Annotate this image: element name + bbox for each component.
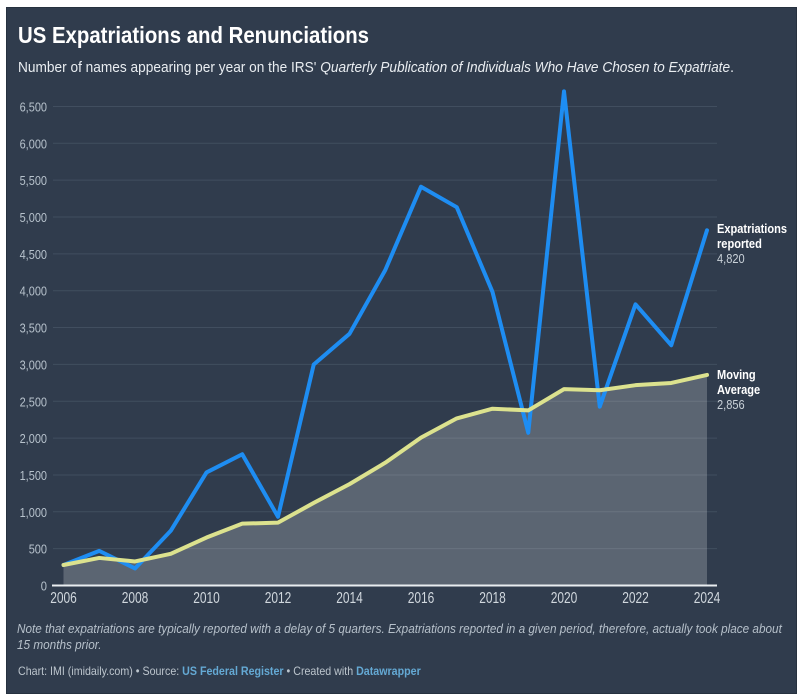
svg-text:2,500: 2,500 bbox=[20, 395, 47, 409]
svg-text:2014: 2014 bbox=[336, 590, 363, 607]
svg-text:3,500: 3,500 bbox=[20, 322, 47, 336]
svg-text:2022: 2022 bbox=[622, 590, 649, 607]
svg-text:2016: 2016 bbox=[408, 590, 435, 607]
svg-text:5,000: 5,000 bbox=[20, 211, 47, 225]
svg-text:4,500: 4,500 bbox=[20, 248, 47, 262]
svg-text:1,500: 1,500 bbox=[20, 469, 47, 483]
svg-text:3,000: 3,000 bbox=[20, 358, 47, 372]
svg-text:500: 500 bbox=[29, 543, 47, 557]
svg-text:2012: 2012 bbox=[265, 590, 292, 607]
svg-text:2018: 2018 bbox=[479, 590, 506, 607]
svg-text:0: 0 bbox=[41, 580, 47, 594]
svg-text:1,000: 1,000 bbox=[20, 506, 47, 520]
svg-text:2010: 2010 bbox=[193, 590, 220, 607]
svg-text:2006: 2006 bbox=[50, 590, 77, 607]
svg-text:2008: 2008 bbox=[122, 590, 149, 607]
svg-text:2,000: 2,000 bbox=[20, 432, 47, 446]
svg-text:4,000: 4,000 bbox=[20, 285, 47, 299]
svg-text:6,500: 6,500 bbox=[20, 100, 47, 114]
svg-text:6,000: 6,000 bbox=[20, 137, 47, 151]
svg-text:5,500: 5,500 bbox=[20, 174, 47, 188]
svg-text:2020: 2020 bbox=[551, 590, 578, 607]
svg-text:2024: 2024 bbox=[694, 590, 721, 607]
